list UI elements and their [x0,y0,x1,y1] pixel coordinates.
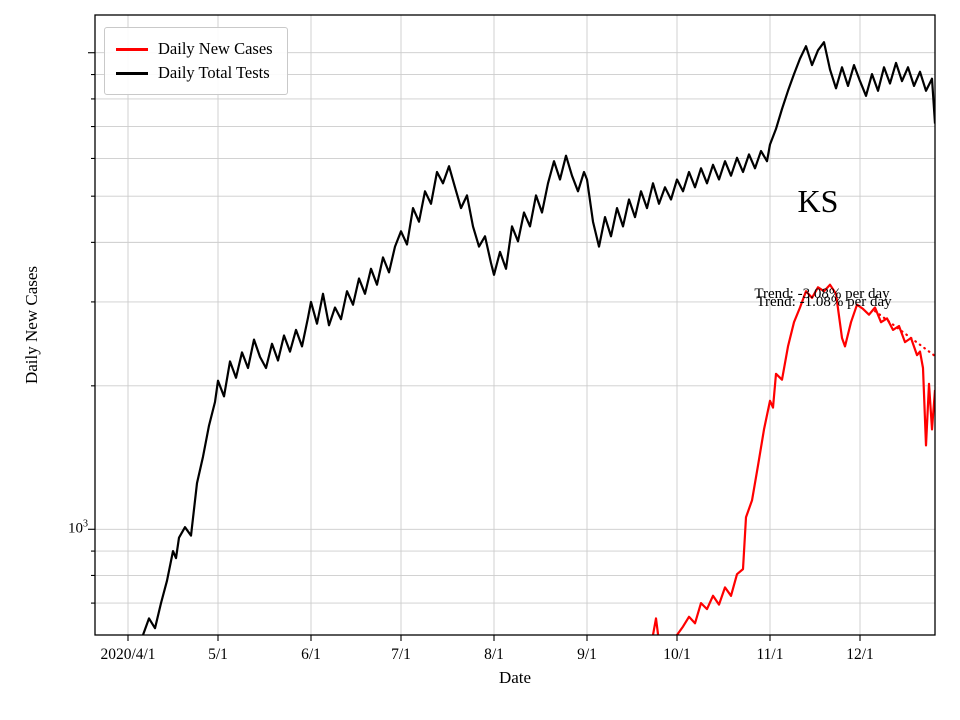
axes-spines [94,14,936,636]
legend-item-daily-new-cases: Daily New Cases [116,37,273,61]
series-daily-total-tests [141,41,935,635]
x-axis-label: Date [498,668,532,687]
x-tick-label: 9/1 [577,646,597,663]
gridlines [95,15,935,635]
trend-annotation-tests: Trend: -3.08% per day [754,286,890,302]
legend: Daily New Cases Daily Total Tests [104,27,288,95]
legend-line-sample-black [116,71,148,75]
series-cases-trend-fit [873,310,935,358]
x-tick-label: 6/1 [301,646,321,663]
legend-item-daily-total-tests: Daily Total Tests [116,61,273,85]
x-tick-label: 11/1 [757,646,784,663]
series-lines [141,41,935,635]
trend-annotation-cases: Trend: -1.08% per day [756,294,892,310]
x-tick-label: 8/1 [484,646,504,663]
x-tick-label: 2020/4/1 [100,646,155,663]
y-axis-label: Daily New Cases [22,265,41,385]
x-tick-labels: 2020/4/1 5/1 6/1 7/1 8/1 9/1 10/1 11/1 12/1 [100,646,873,663]
series-daily-new-cases [651,283,935,635]
legend-label: Daily New Cases [158,38,273,58]
x-tick-label: 10/1 [663,646,691,663]
x-tick-label: 7/1 [391,646,411,663]
x-tick-label: 5/1 [208,646,228,663]
legend-label: Daily Total Tests [158,62,270,82]
y-tick-label-1000: 103 [68,518,88,537]
x-tick-label: 12/1 [846,646,874,663]
legend-line-sample-red [116,47,148,51]
axis-ticks [88,52,861,641]
state-label: KS [797,183,839,219]
